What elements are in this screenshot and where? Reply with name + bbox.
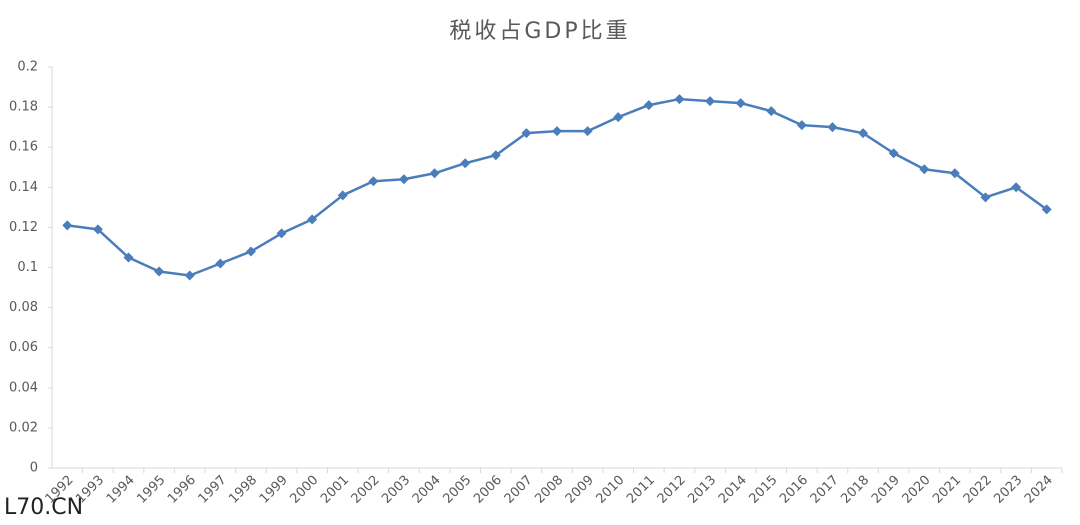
data-point (154, 266, 165, 277)
data-point (827, 122, 838, 133)
y-tick-label: 0.14 (9, 180, 38, 195)
data-point (613, 112, 624, 123)
y-tick-label: 0.08 (9, 300, 38, 315)
y-tick-label: 0.06 (9, 340, 38, 355)
data-point (674, 94, 685, 105)
data-point (123, 252, 134, 263)
data-point (490, 150, 501, 161)
data-point (643, 100, 654, 111)
data-point (184, 270, 195, 281)
watermark: L70.CN (4, 495, 83, 520)
data-point (245, 246, 256, 257)
data-point (460, 158, 471, 169)
data-point (215, 258, 226, 269)
data-point (705, 96, 716, 107)
data-point (62, 220, 73, 231)
y-tick-label: 0.04 (9, 380, 38, 395)
data-point (919, 164, 930, 175)
data-point (888, 148, 899, 159)
data-point (337, 190, 348, 201)
data-point (1011, 182, 1022, 193)
data-point (398, 174, 409, 185)
data-point (582, 126, 593, 137)
data-point (980, 192, 991, 203)
chart-title: 税收占GDP比重 (449, 19, 630, 44)
data-point (429, 168, 440, 179)
data-point (766, 106, 777, 117)
data-point (858, 128, 869, 139)
data-point (552, 126, 562, 137)
data-point (276, 228, 287, 239)
data-point (735, 98, 746, 109)
data-point (796, 120, 807, 131)
y-tick-label: 0.02 (9, 420, 38, 435)
data-point (368, 176, 379, 187)
data-point (92, 224, 103, 235)
data-point (949, 168, 960, 179)
data-point (1041, 204, 1052, 215)
data-point (521, 128, 532, 139)
y-tick-label: 0 (30, 461, 38, 476)
data-point (307, 214, 318, 225)
y-tick-label: 0.18 (9, 100, 38, 115)
y-tick-label: 0.12 (9, 220, 38, 235)
y-tick-label: 0.2 (17, 60, 38, 75)
y-tick-label: 0.16 (9, 140, 38, 155)
y-tick-label: 0.1 (17, 260, 38, 275)
